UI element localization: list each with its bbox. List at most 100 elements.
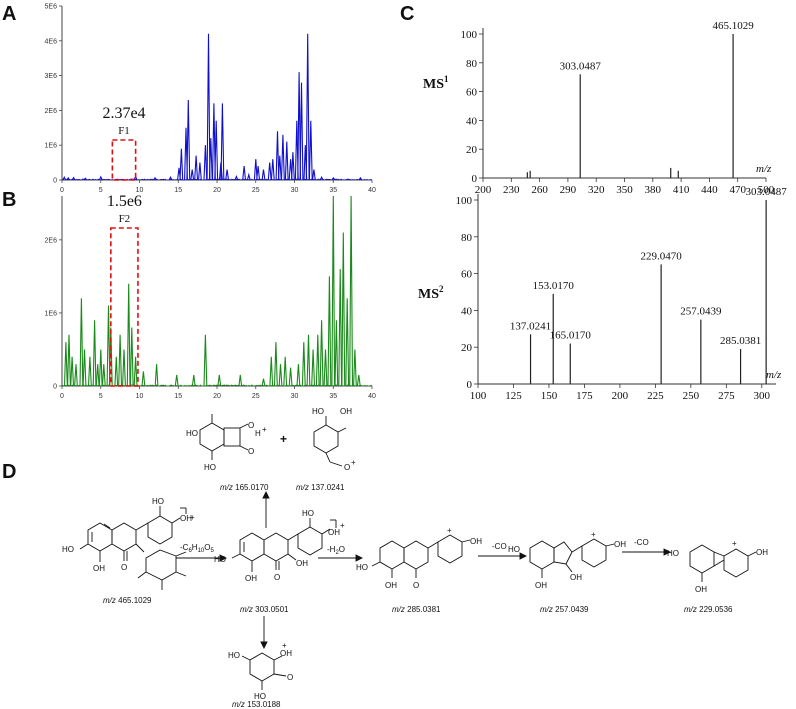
ms1-peak-label: 303.0487: [560, 60, 602, 72]
chrom-b-x-tick-label: 0: [60, 393, 64, 400]
chrom-b-peak: [327, 276, 332, 387]
ms1-x-tick-label: 350: [616, 184, 633, 196]
aglycone-mz: m/z 303.0501: [240, 605, 289, 614]
chrom-a-peak: [190, 169, 195, 181]
panel-label-b: B: [2, 189, 16, 211]
ms2-x-tick-label: 200: [612, 390, 629, 402]
ms1-peak-label: 465.1029: [712, 20, 754, 32]
fragmentation-pathway: HO OH O HO OH + m/z 465.1029 -C6H10O5: [62, 407, 768, 709]
chrom-b-peak: [269, 356, 274, 387]
chrom-b-peak: [106, 305, 111, 387]
chrom-b-peak: [315, 334, 320, 387]
chrom-b-x-tick-label: 5: [99, 393, 103, 400]
chrom-b-peak: [98, 349, 103, 387]
ion229-oh-bottom: OH: [695, 585, 707, 594]
chrom-b-peak: [311, 349, 316, 387]
chrom-a-peak: [291, 152, 295, 181]
arrowhead-loss-glycoside: [219, 554, 228, 562]
chrom-a-peak: [305, 33, 310, 181]
ion257-oh-right: OH: [614, 540, 626, 549]
chrom-a-x-tick-label: 15: [174, 187, 182, 194]
chrom-a-peak: [198, 162, 202, 181]
chrom-a-fraction-label: F1: [118, 125, 130, 137]
ms2-x-tick-label: 250: [683, 390, 700, 402]
ion229-oh-right: OH: [756, 548, 768, 557]
chrom-b-peak: [126, 283, 131, 387]
ms2-y-tick-label: 20: [461, 342, 473, 354]
frag165-ho-bottom: HO: [204, 463, 216, 472]
structure-ion-285: [371, 534, 471, 578]
structure-fragment-165: [199, 414, 249, 460]
chrom-a-y-tick-label: 2E6: [45, 108, 58, 115]
chrom-b-y-tick-label: 1E6: [45, 310, 58, 317]
frag153-ho-bottom: HO: [254, 692, 266, 701]
chrom-b-peak: [356, 374, 361, 387]
frag165-mz: m/z 165.0170: [220, 483, 269, 492]
frag153-ho-left: HO: [228, 651, 240, 660]
chrom-b-peak: [203, 334, 208, 387]
ms2-x-tick-label: 225: [647, 390, 664, 402]
frag137-charge: +: [351, 458, 356, 467]
chrom-a-peak: [98, 175, 103, 181]
ms2-peak-label: 165.0170: [550, 330, 592, 342]
panel-label-a: A: [2, 3, 16, 25]
chrom-a-peak: [206, 33, 211, 181]
chrom-b-peak: [319, 320, 324, 387]
structure-precursor: [79, 506, 187, 590]
precursor-mz: m/z 465.1029: [103, 596, 152, 605]
chrom-a-peak: [242, 166, 247, 181]
chrom-b-peak: [217, 374, 222, 387]
chrom-b-peak: [63, 342, 68, 387]
chrom-b-peak: [92, 320, 97, 387]
aglycone-charge: +: [340, 521, 345, 530]
frag137-o: O: [344, 463, 350, 472]
chrom-a-peak: [297, 72, 302, 181]
chrom-b-peak: [283, 356, 288, 387]
structure-aglycone: [231, 518, 337, 572]
chrom-b-peak: [338, 269, 343, 387]
chrom-b-peak: [122, 349, 126, 387]
chrom-b-peak: [345, 298, 350, 387]
arrowhead-to-165: [262, 490, 270, 499]
structure-ion-257: [529, 538, 615, 578]
chrom-b-peak: [174, 374, 179, 387]
chrom-b-peak: [74, 364, 78, 387]
chrom-b-peak: [82, 349, 87, 387]
chrom-b-peak: [288, 367, 293, 387]
loss-co-2-label: -CO: [634, 538, 649, 547]
ms1-y-tick-label: 20: [466, 144, 478, 156]
chrom-a-x-tick-label: 35: [329, 187, 337, 194]
chromatogram-b: 0 5 10 15 20 25 30 35 40 0 1E6 2E6 F2 1.5e6: [45, 193, 376, 400]
chrom-a-peak: [168, 175, 173, 181]
chrom-b-peak: [118, 334, 123, 387]
ms1-x-tick-label: 230: [503, 184, 520, 196]
ms1-x-tick-label: 380: [645, 184, 662, 196]
arrowhead-loss-water: [355, 554, 364, 562]
frag153-o-right: O: [287, 673, 293, 682]
chrom-b-highlight-box: [110, 227, 139, 387]
frag165-o-bottom: O: [248, 447, 254, 456]
chrom-a-peak: [280, 134, 285, 181]
ms2-title: MS2: [418, 284, 444, 302]
ms2-y-tick-label: 100: [456, 195, 473, 207]
chrom-a-peak: [83, 177, 88, 181]
chrom-a-intensity-label: 2.37e4: [102, 105, 145, 122]
chrom-b-peak: [323, 349, 328, 387]
ion229-mz: m/z 229.0536: [684, 605, 733, 614]
chrom-a-peak: [253, 159, 258, 181]
chrom-a-peak: [308, 120, 313, 181]
aglycone-o-label: O: [274, 573, 280, 582]
chrom-b-y-tick-label: 0: [53, 384, 57, 391]
ms2-x-tick-label: 100: [470, 390, 487, 402]
chrom-a-peak: [331, 176, 336, 181]
ms2-x-tick-label: 275: [718, 390, 735, 402]
ms2-peak-label: 285.0381: [720, 335, 761, 347]
ion285-mz: m/z 285.0381: [392, 605, 441, 614]
chrom-a-peak: [358, 176, 363, 181]
chrom-a-peak: [246, 172, 251, 181]
ms1-x-tick-label: 500: [758, 184, 775, 196]
chrom-b-x-tick-label: 20: [213, 393, 221, 400]
chrom-a-peak: [311, 169, 316, 181]
ms2-peak-label: 303.0487: [746, 186, 788, 198]
